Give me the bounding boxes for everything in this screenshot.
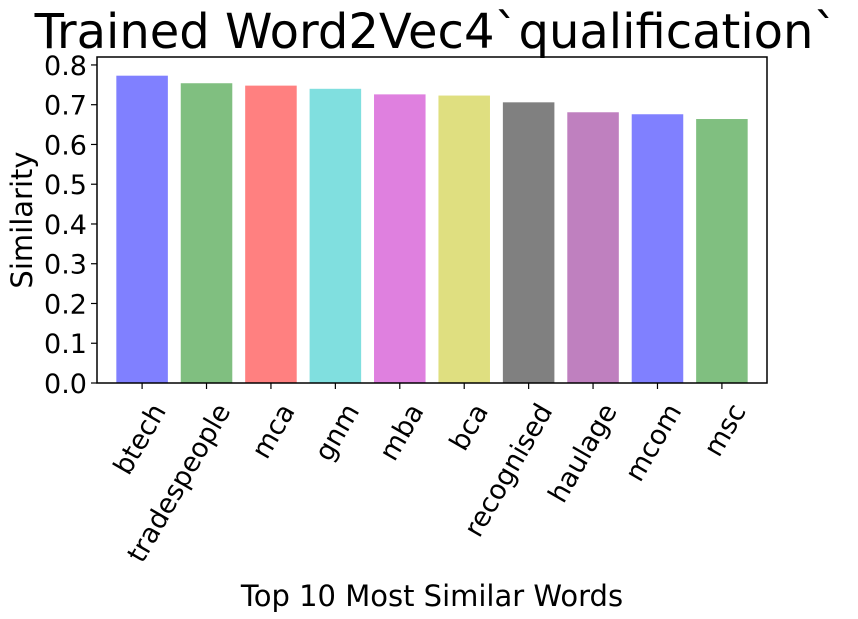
bars-group bbox=[116, 75, 748, 384]
y-axis-label: Similarity bbox=[5, 151, 39, 288]
x-axis-label: Top 10 Most Similar Words bbox=[240, 579, 623, 613]
x-tick-label-mcom: mcom bbox=[619, 399, 688, 487]
bar-mcom bbox=[631, 114, 684, 383]
bar-btech bbox=[116, 75, 168, 383]
y-tick-label: 0.4 bbox=[44, 210, 87, 241]
y-tick-label: 0.2 bbox=[44, 289, 87, 320]
y-tick-label: 0.7 bbox=[44, 91, 87, 122]
y-tick-label: 0.6 bbox=[44, 130, 87, 161]
x-tick-label-gnm: gnm bbox=[309, 399, 366, 467]
bar-mba bbox=[374, 94, 426, 384]
y-tick-label: 0.3 bbox=[44, 250, 87, 281]
y-axis: 0.0 0.1 0.2 0.3 0.4 0.5 0.6 0.7 0.8 bbox=[44, 51, 97, 400]
bar-haulage bbox=[567, 112, 619, 383]
y-tick-label: 0.1 bbox=[44, 329, 87, 360]
y-tick-label: 0.0 bbox=[44, 369, 87, 400]
x-tick-label-mca: mca bbox=[246, 399, 302, 464]
bar-mca bbox=[245, 85, 297, 383]
bar-bca bbox=[438, 95, 490, 383]
x-tick-label-msc: msc bbox=[698, 399, 752, 462]
bar-recognised bbox=[502, 102, 555, 383]
bar-gnm bbox=[309, 88, 362, 384]
chart-title: Trained Word2Vec4`qualification` bbox=[34, 4, 838, 60]
y-tick-label: 0.8 bbox=[44, 51, 87, 82]
x-tick-label-mba: mba bbox=[374, 399, 431, 466]
x-tick-label-btech: btech bbox=[108, 399, 173, 481]
bar-msc bbox=[696, 119, 748, 384]
bar-tradespeople bbox=[180, 83, 233, 384]
y-tick-label: 0.5 bbox=[44, 170, 87, 201]
plot-frame bbox=[96, 56, 768, 384]
x-tick-label-bca: bca bbox=[444, 399, 495, 457]
